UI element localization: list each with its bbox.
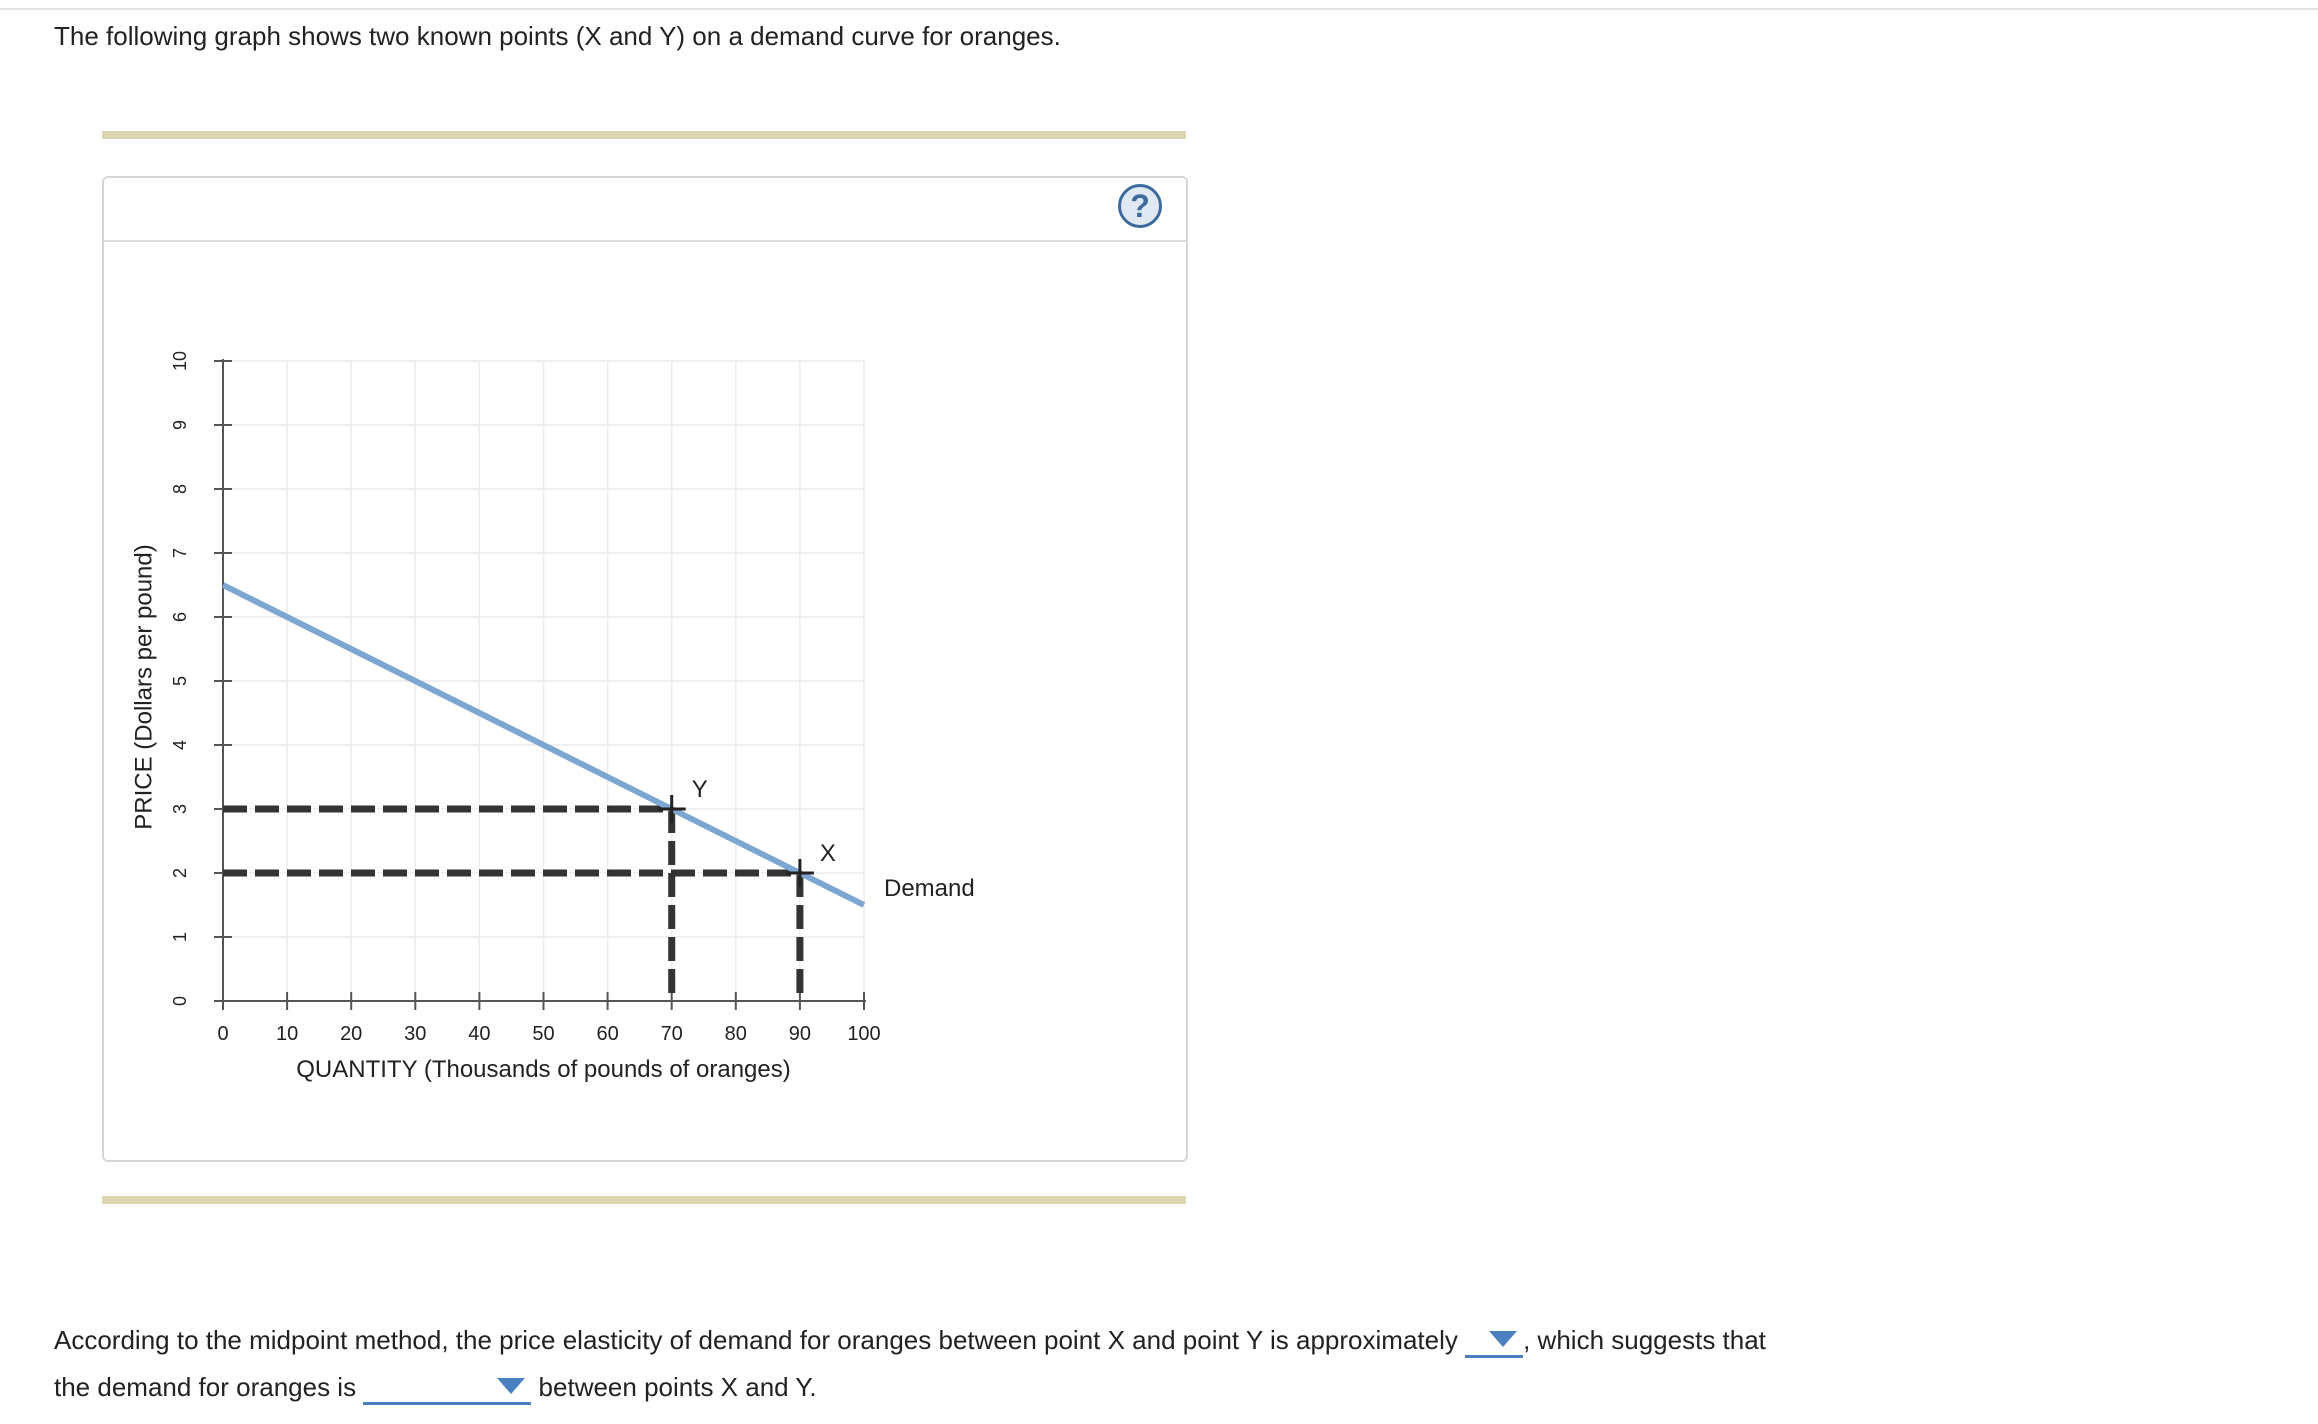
graph-panel-header-divider	[104, 240, 1186, 242]
y-tick-label: 2	[170, 868, 190, 878]
y-axis-label: PRICE (Dollars per pound)	[131, 544, 158, 829]
y-tick-label: 7	[170, 548, 190, 558]
x-tick-label: 0	[217, 1023, 228, 1045]
top-divider	[102, 131, 1186, 139]
y-tick-label: 10	[170, 351, 190, 371]
question-text-part1: According to the midpoint method, the pr…	[54, 1325, 1458, 1355]
y-tick-label: 3	[170, 804, 190, 814]
x-tick-label: 40	[468, 1023, 490, 1045]
demand-type-dropdown[interactable]	[363, 1369, 532, 1405]
y-tick-label: 4	[170, 740, 190, 750]
question-text-part2: , which suggests that	[1523, 1325, 1766, 1355]
demand-curve-label: Demand	[884, 875, 975, 902]
point-label-x: X	[820, 840, 836, 867]
y-tick-label: 6	[170, 612, 190, 622]
x-tick-label: 50	[532, 1023, 554, 1045]
demand-curve	[221, 582, 866, 908]
y-tick-label: 0	[170, 996, 190, 1006]
question-text-part3: the demand for oranges is	[54, 1372, 357, 1402]
question-line-2: the demand for oranges is between points…	[54, 1369, 2294, 1405]
x-tick-label: 10	[276, 1023, 298, 1045]
x-tick-label: 100	[847, 1023, 880, 1045]
point-label-y: Y	[692, 776, 708, 803]
bottom-divider	[102, 1196, 1186, 1204]
y-tick-label: 5	[170, 676, 190, 686]
x-tick-label: 80	[725, 1023, 747, 1045]
x-axis-label: QUANTITY (Thousands of pounds of oranges…	[296, 1056, 790, 1083]
question-text-part4: between points X and Y.	[538, 1372, 817, 1402]
x-tick-label: 90	[789, 1023, 811, 1045]
question-line-1: According to the midpoint method, the pr…	[54, 1322, 2294, 1358]
help-icon[interactable]: ?	[1118, 184, 1162, 228]
x-tick-label: 20	[340, 1023, 362, 1045]
x-tick-label: 30	[404, 1023, 426, 1045]
chevron-down-icon	[497, 1378, 526, 1394]
chevron-down-icon	[1489, 1331, 1518, 1347]
elasticity-dropdown[interactable]	[1465, 1322, 1524, 1358]
top-border	[0, 0, 2318, 10]
intro-text: The following graph shows two known poin…	[54, 21, 1061, 51]
y-tick-label: 1	[170, 932, 190, 942]
y-tick-label: 8	[170, 484, 190, 494]
graph-panel	[102, 176, 1188, 1162]
y-tick-label: 9	[170, 420, 190, 430]
x-tick-label: 60	[596, 1023, 618, 1045]
x-tick-label: 70	[661, 1023, 683, 1045]
